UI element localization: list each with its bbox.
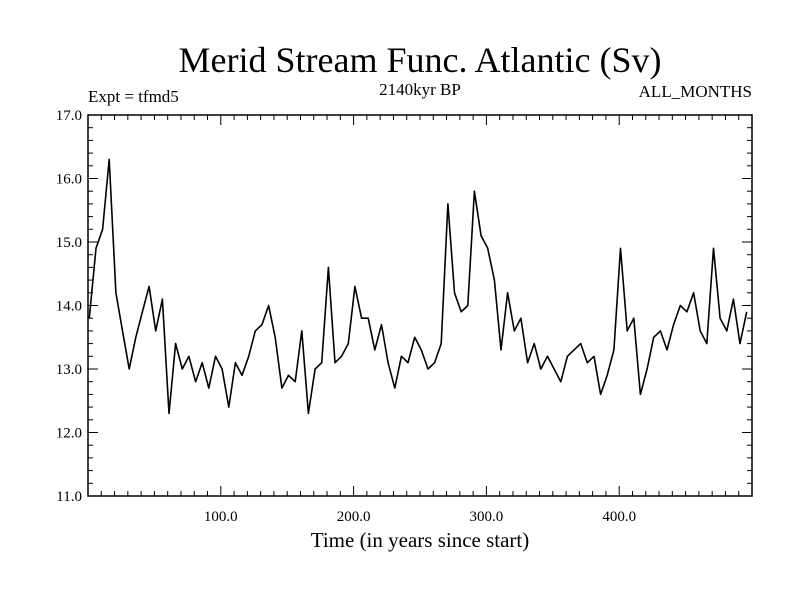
y-tick-label: 16.0 [56, 172, 82, 188]
x-tick-label: 300.0 [470, 509, 504, 525]
chart-subtitle: 2140kyr BP [379, 80, 461, 99]
x-tick-label: 400.0 [602, 509, 636, 525]
months-label: ALL_MONTHS [639, 82, 752, 101]
tick-labels: 100.0 200.0 300.0 400.0 11.0 12.0 13.0 14.0 15.0… [56, 108, 636, 525]
x-tick-label: 100.0 [204, 509, 238, 525]
y-tick-label: 14.0 [56, 299, 82, 315]
y-tick-label: 13.0 [56, 362, 82, 378]
y-tick-label: 15.0 [56, 235, 82, 251]
y-tick-label: 12.0 [56, 426, 82, 442]
axis-ticks [88, 115, 752, 496]
experiment-label: Expt = tfmd5 [88, 87, 179, 106]
y-tick-label: 11.0 [56, 489, 82, 505]
x-axis-label: Time (in years since start) [311, 528, 530, 552]
series-line-atlantic-msf [88, 158, 748, 415]
x-tick-label: 200.0 [337, 509, 371, 525]
chart-title: Merid Stream Func. Atlantic (Sv) [179, 40, 662, 80]
y-tick-label: 17.0 [56, 108, 82, 124]
plot-frame [87, 114, 753, 497]
